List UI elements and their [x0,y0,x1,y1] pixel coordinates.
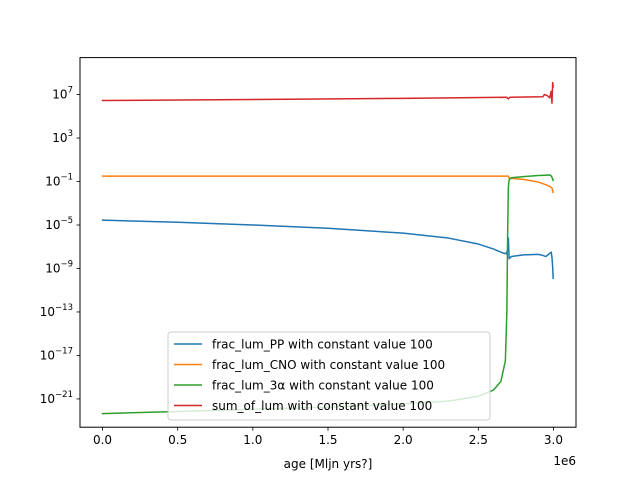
y-tick-label-3: 10−5 [45,216,73,232]
legend-entry-1: frac_lum_CNO with constant value 100 [212,358,445,372]
x-tick-label-4: 2.0 [394,433,413,447]
x-axis: 0.0 0.5 1.0 1.5 2.0 2.5 3.0 [93,427,563,447]
x-tick-label-6: 3.0 [544,433,563,447]
y-tick-label-7: 10−21 [40,390,73,406]
y-tick-label-5: 10−13 [40,303,73,319]
legend-entry-0: frac_lum_PP with constant value 100 [212,338,433,352]
y-tick-label-1: 103 [52,129,73,145]
x-tick-label-1: 0.5 [168,433,187,447]
x-tick-label-5: 2.5 [469,433,488,447]
legend-entry-3: sum_of_lum with constant value 100 [212,399,432,413]
y-axis: 107 103 10−1 10−5 10−9 10−13 10−17 10−21 [40,86,80,406]
legend-entry-2: frac_lum_3α with constant value 100 [212,379,434,393]
y-tick-label-0: 107 [52,86,73,102]
series-line-3 [101,81,554,105]
y-tick-label-2: 10−1 [45,173,73,189]
x-tick-label-0: 0.0 [93,433,112,447]
x-tick-label-2: 1.0 [243,433,262,447]
series-line-0 [101,219,554,280]
series-line-1 [101,175,555,194]
legend-box [167,331,491,421]
y-tick-label-6: 10−17 [40,346,73,362]
x-tick-label-3: 1.5 [318,433,337,447]
x-axis-offset-label: 1e6 [553,454,576,468]
x-axis-label: age [Mljn yrs?] [284,457,373,471]
legend: frac_lum_PP with constant value 100 frac_… [167,331,491,421]
y-tick-label-4: 10−9 [45,259,73,275]
